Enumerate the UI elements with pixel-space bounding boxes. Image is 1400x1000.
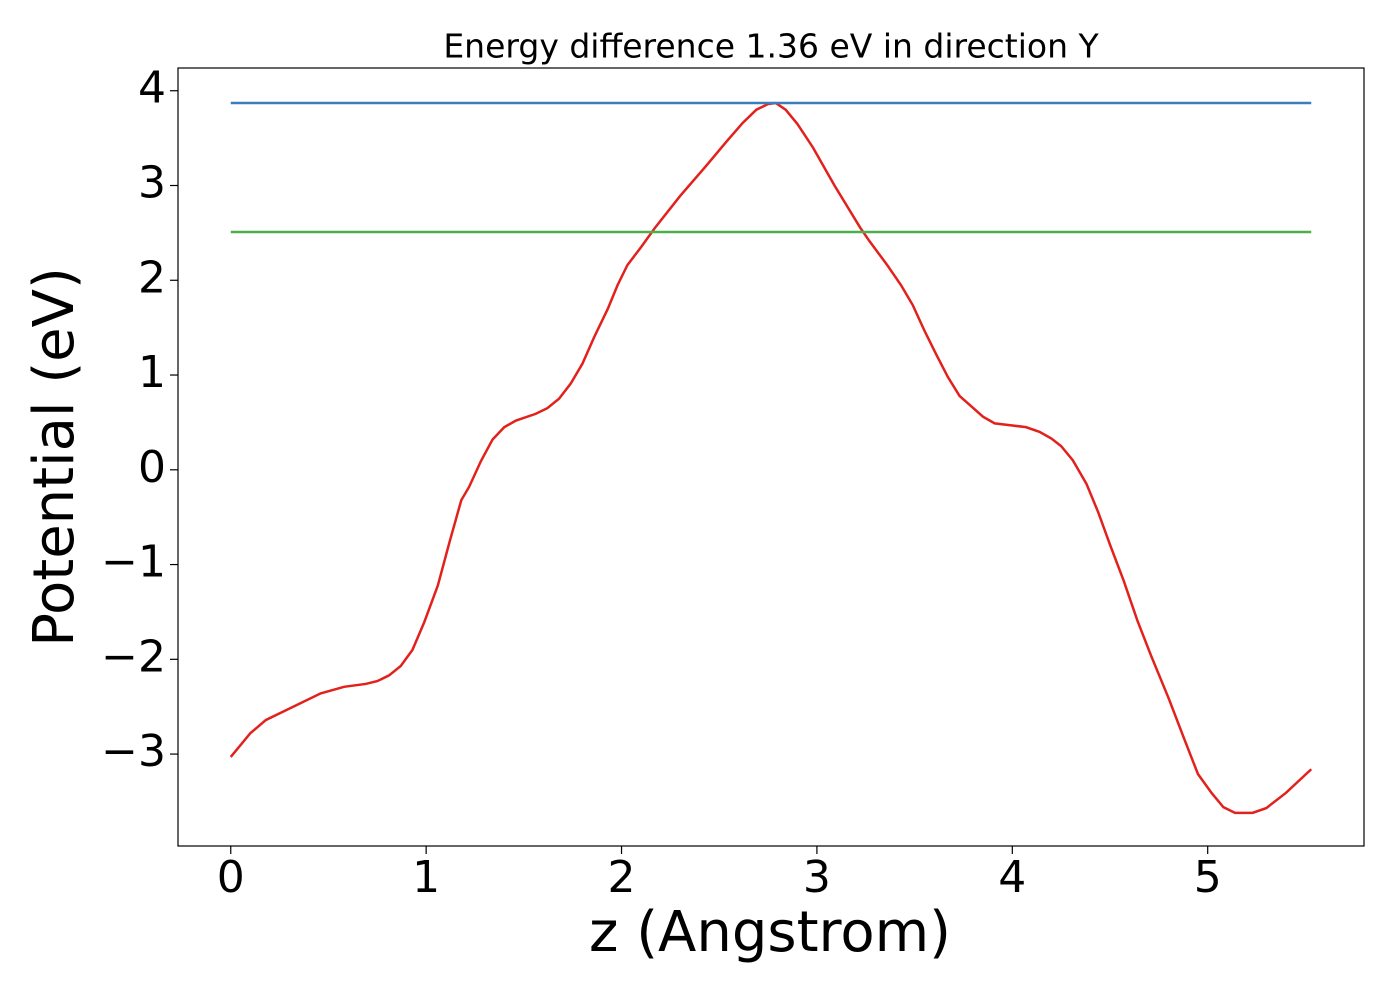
y-tick-label: −2: [101, 631, 166, 682]
x-axis-label: z (Angstrom): [589, 900, 951, 965]
chart-title: Energy difference 1.36 eV in direction Y: [443, 27, 1099, 66]
y-tick-label: −1: [101, 537, 166, 588]
series-line: [229, 101, 1313, 815]
y-tick-label: 0: [138, 442, 166, 493]
x-tick-label: 3: [803, 852, 831, 903]
y-tick-label: 3: [138, 158, 166, 209]
x-tick-label: 0: [217, 852, 245, 903]
x-tick-label: 1: [412, 852, 440, 903]
y-axis-label: Potential (eV): [22, 267, 87, 647]
x-tick-label: 4: [998, 852, 1026, 903]
plot-frame: [177, 67, 1365, 847]
y-tick-label: −3: [101, 726, 166, 777]
y-tick-label: 4: [138, 63, 166, 114]
x-tick-label: 5: [1194, 852, 1222, 903]
y-tick-label: 2: [138, 252, 166, 303]
y-tick-label: 1: [138, 347, 166, 398]
x-tick-label: 2: [608, 852, 636, 903]
